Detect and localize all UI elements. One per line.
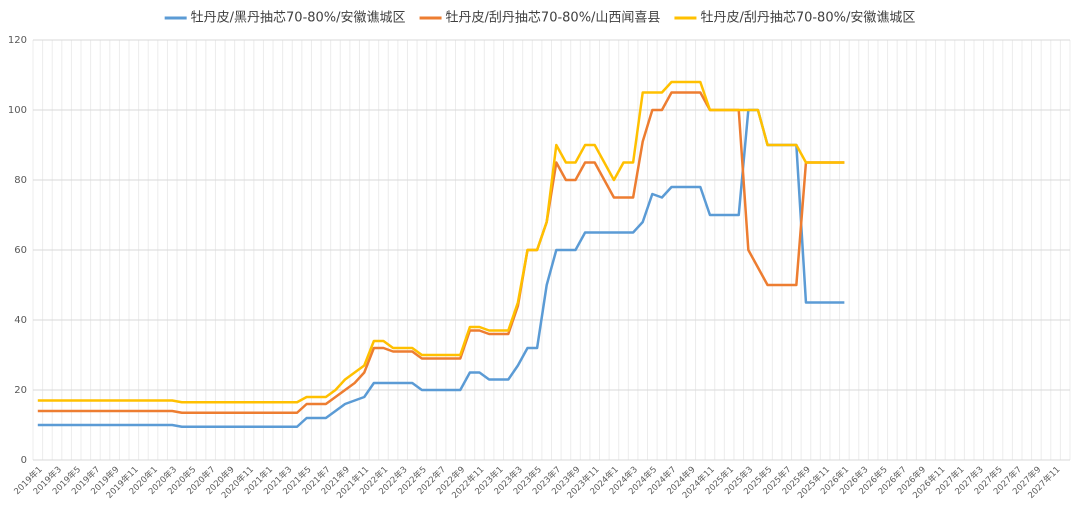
legend-label: 牡丹皮/刮丹抽芯70-80%/安徽谯城区 [700,11,915,26]
series-line [37,91,845,414]
y-tick-label: 100 [8,105,27,116]
series-line [37,108,845,428]
series-line [37,80,845,404]
legend-label: 牡丹皮/黑丹抽芯70-80%/安徽谯城区 [191,11,406,26]
y-tick-label: 120 [8,35,27,46]
y-tick-label: 60 [14,245,27,256]
y-tick-label: 80 [14,175,27,186]
y-tick-label: 0 [21,455,27,466]
y-tick-label: 20 [14,385,27,396]
legend-label: 牡丹皮/刮丹抽芯70-80%/山西闻喜县 [446,11,661,26]
y-tick-label: 40 [14,315,27,326]
